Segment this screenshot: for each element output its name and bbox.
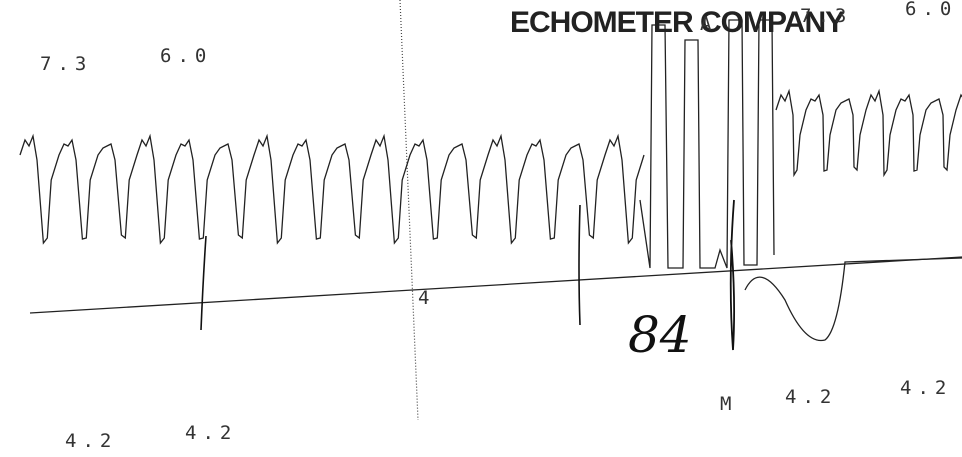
reading: 4.2 <box>65 430 117 452</box>
reading: 4.2 <box>785 386 837 408</box>
pen-stroke <box>731 200 734 350</box>
page: {"header": {"title": "ECHOMETER COMPANY"… <box>0 0 962 457</box>
waveform <box>20 91 962 243</box>
dotted-marker <box>400 0 418 420</box>
wave-segment <box>776 91 962 175</box>
reading: 6.0 <box>905 0 957 20</box>
reading: 4.2 <box>900 377 952 399</box>
strip-chart: ECHOMETER COMPANY 7.3 6.0 A 7.3 6.0 4 84… <box>0 0 962 457</box>
pulse-trace <box>640 20 774 268</box>
response-trace <box>745 258 962 341</box>
reading: 7.3 <box>40 53 92 75</box>
baseline <box>30 257 962 313</box>
reading: 7.3 <box>800 5 852 27</box>
reading: 4.2 <box>185 422 237 444</box>
brand-title: ECHOMETER COMPANY <box>510 6 845 39</box>
marker-label: 4 <box>418 287 435 309</box>
wave-segment <box>20 136 644 243</box>
pen-stroke <box>201 236 206 330</box>
reading: M <box>720 393 737 415</box>
reading: 6.0 <box>160 45 212 67</box>
pen-stroke <box>579 205 580 325</box>
reading: A <box>700 13 717 35</box>
handwritten-note: 84 <box>628 306 692 364</box>
